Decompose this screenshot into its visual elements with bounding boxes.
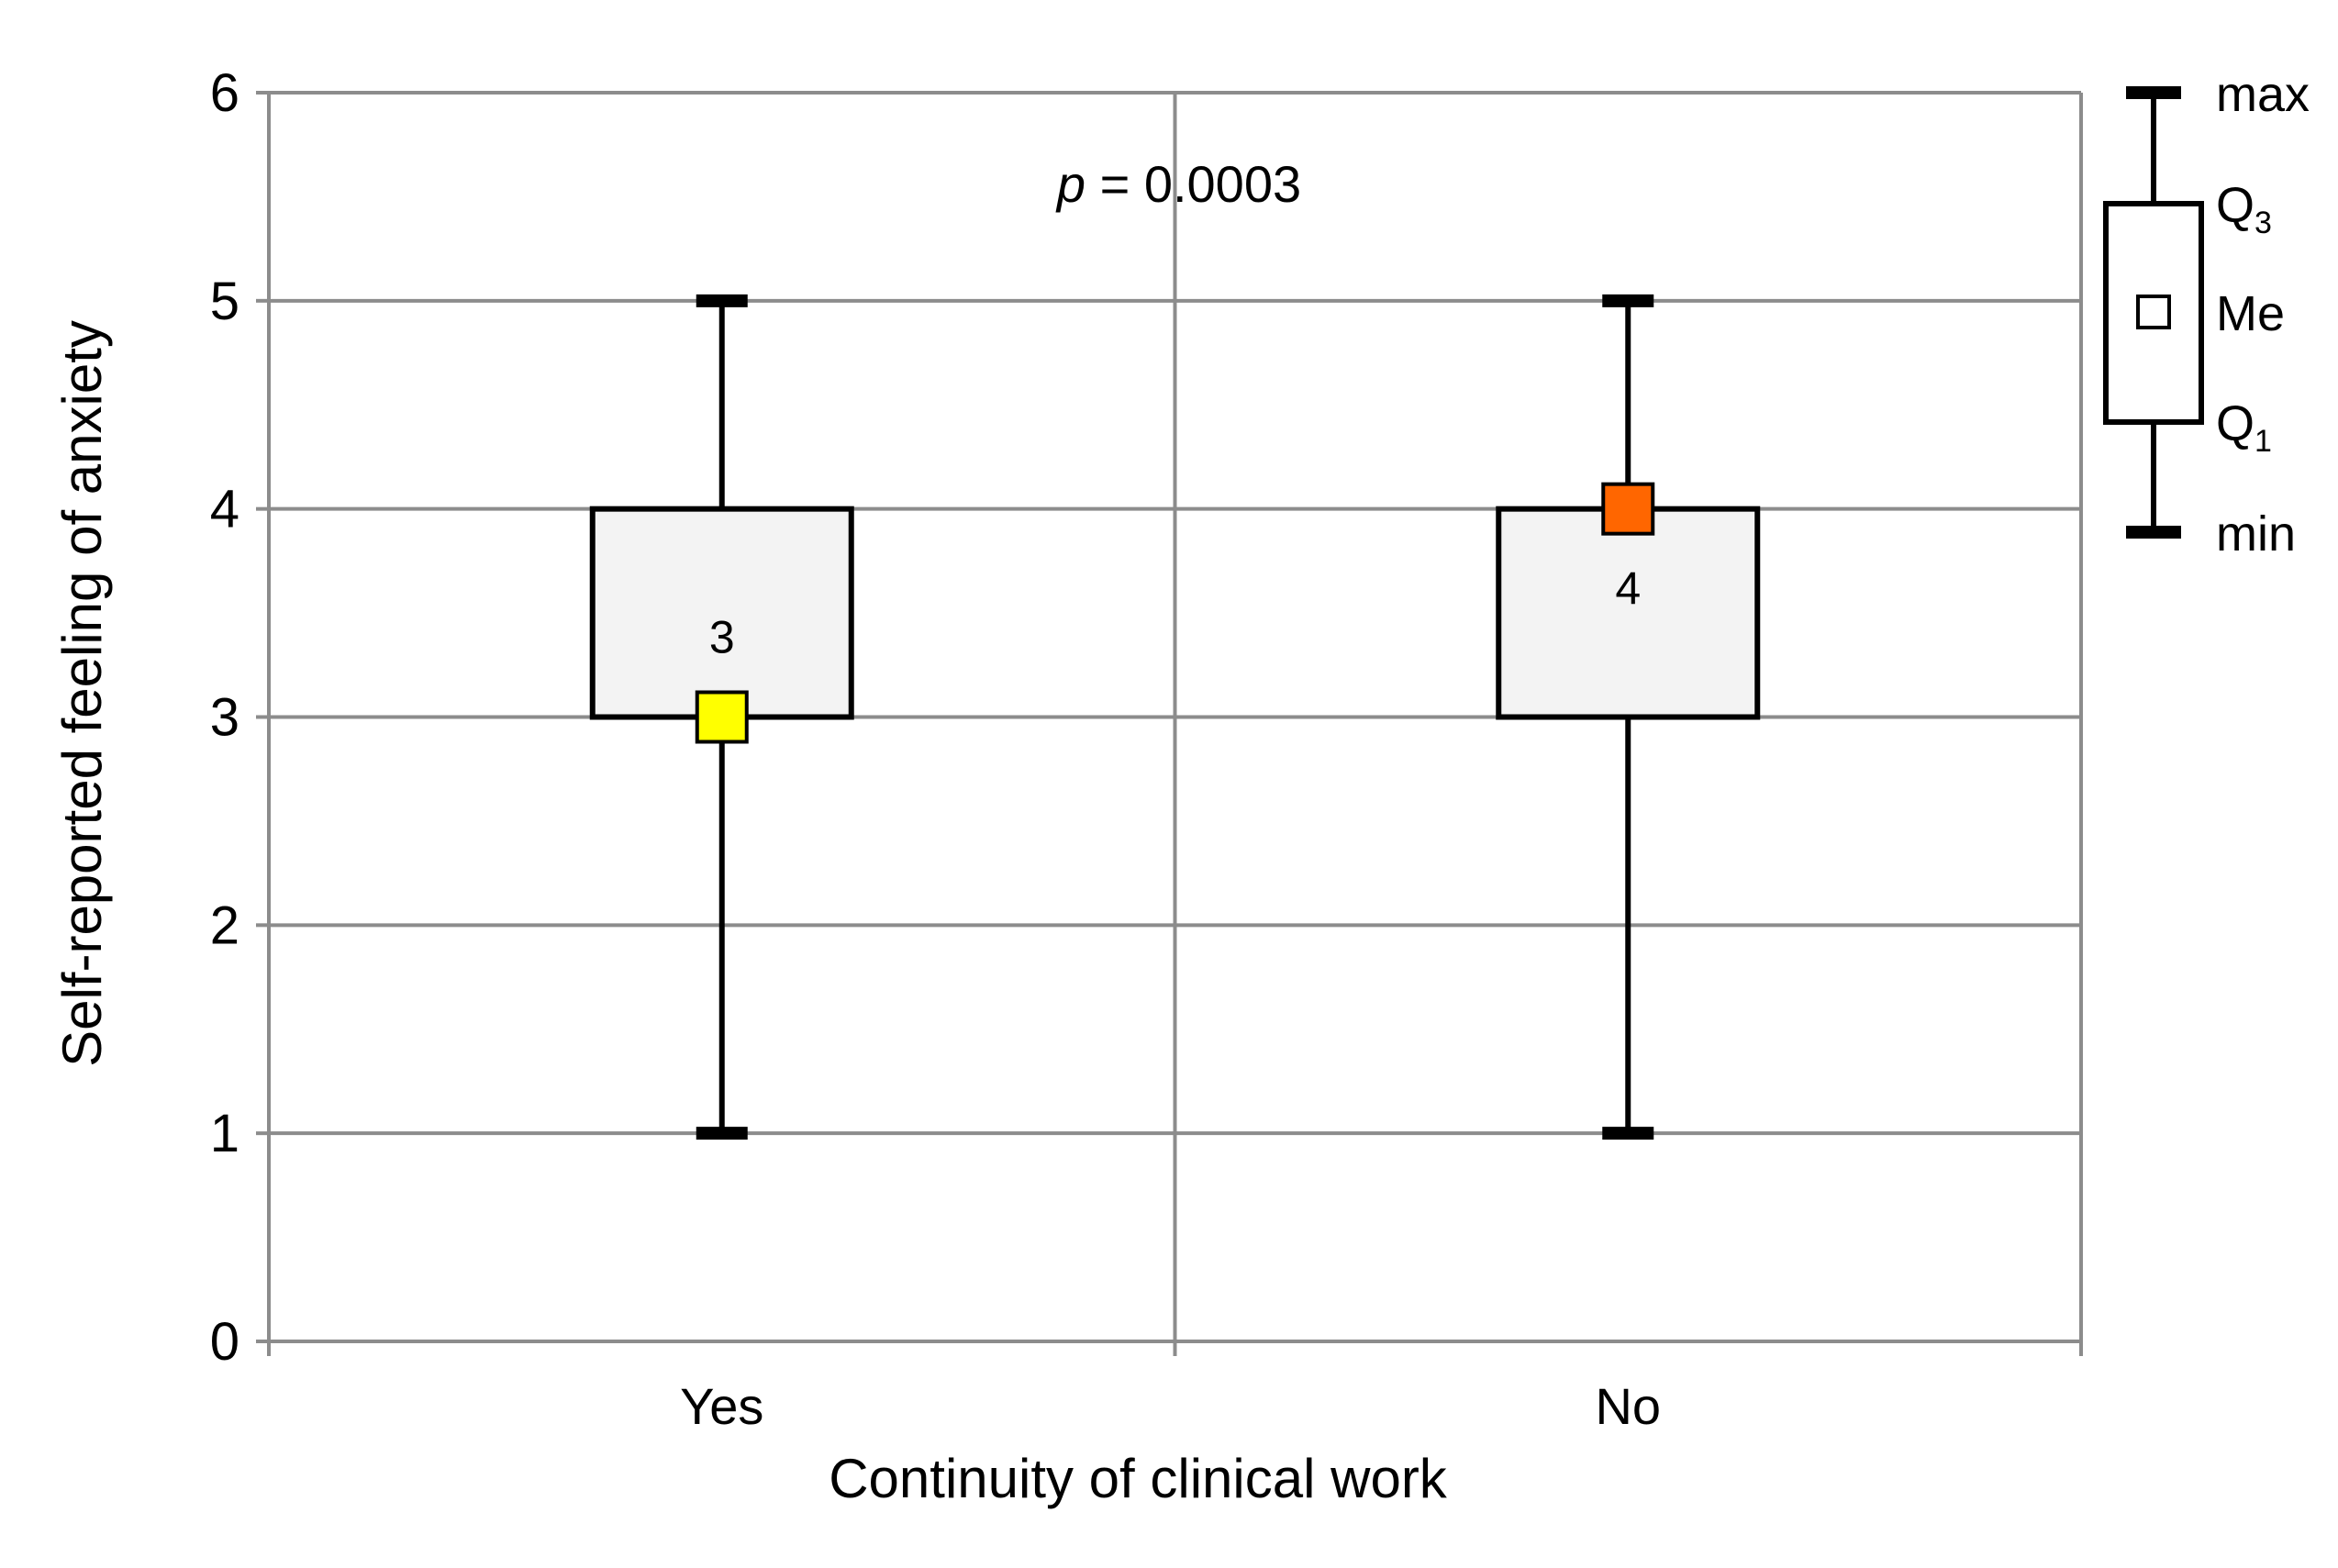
y-tick-label: 1 bbox=[210, 1104, 239, 1163]
legend-label-main: Me bbox=[2216, 286, 2285, 341]
boxes: 34 bbox=[589, 294, 1761, 1140]
y-tick-label: 5 bbox=[210, 272, 239, 331]
legend-label: min bbox=[2216, 506, 2296, 562]
legend-label-main: Q bbox=[2216, 178, 2254, 233]
p-value-annotation: p = 0.0003 bbox=[1055, 155, 1301, 213]
gridlines bbox=[267, 91, 2083, 1356]
axes: 0 1 2 3 4 5 6 Yes No bbox=[210, 63, 1661, 1435]
y-tick-label: 3 bbox=[210, 688, 239, 748]
legend-label-main: min bbox=[2216, 506, 2296, 562]
y-tick-label: 0 bbox=[210, 1312, 239, 1372]
p-symbol: p bbox=[1055, 155, 1086, 213]
median-label: 3 bbox=[709, 612, 735, 663]
median-marker bbox=[695, 690, 749, 744]
legend-median-marker bbox=[2136, 295, 2171, 329]
legend-label-subscript: 1 bbox=[2254, 424, 2272, 459]
legend-label: Q1 bbox=[2216, 396, 2272, 459]
legend-label-main: Q bbox=[2216, 396, 2254, 451]
median-label: 4 bbox=[1615, 563, 1641, 615]
legend-label-main: max bbox=[2216, 67, 2310, 122]
x-axis-title: Continuity of clinical work bbox=[829, 1448, 1448, 1509]
y-tick-label: 4 bbox=[210, 480, 239, 539]
x-tick-label: Yes bbox=[680, 1377, 763, 1435]
y-tick-label: 6 bbox=[210, 63, 239, 123]
legend-label-subscript: 3 bbox=[2254, 206, 2272, 240]
x-tick-label: No bbox=[1595, 1377, 1661, 1435]
legend-label: Q3 bbox=[2216, 178, 2272, 240]
p-value-text: = 0.0003 bbox=[1086, 155, 1301, 213]
median-marker bbox=[1601, 482, 1655, 536]
y-axis-title: Self-reported feeling of anxiety bbox=[51, 320, 113, 1067]
legend-label: Me bbox=[2216, 286, 2285, 341]
iqr-box bbox=[1496, 506, 1761, 720]
iqr-box bbox=[589, 506, 854, 720]
labels: p = 0.0003 Continuity of clinical work S… bbox=[51, 155, 1448, 1509]
y-tick-label: 2 bbox=[210, 895, 239, 955]
legend-label: max bbox=[2216, 67, 2310, 122]
